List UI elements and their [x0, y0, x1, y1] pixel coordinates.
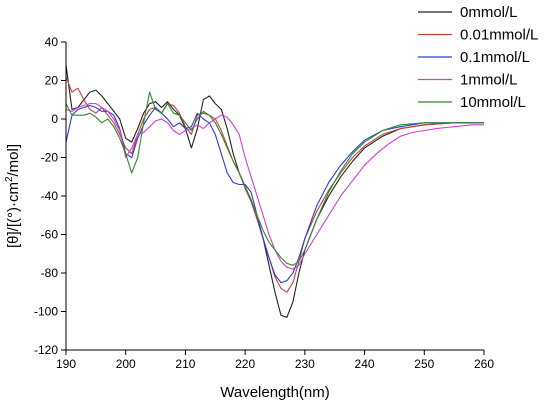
x-tick-label: 190 — [56, 357, 76, 371]
legend-label: 0.01mmol/L — [460, 27, 538, 44]
legend: 0mmol/L 0.01mmol/L 0.1mmol/L 1mmol/L 10mmol/… — [418, 4, 538, 111]
y-tick-label: -120 — [34, 343, 58, 357]
series-line-4 — [65, 91, 484, 266]
y-tick-label: -40 — [41, 189, 59, 203]
x-tick-label: 220 — [235, 357, 255, 371]
series-line-2 — [65, 104, 484, 284]
x-tick-label: 240 — [355, 357, 375, 371]
legend-label: 0.1mmol/L — [460, 49, 530, 66]
y-tick-label: 40 — [45, 35, 59, 49]
legend-label: 10mmol/L — [460, 94, 526, 111]
x-tick-label: 210 — [175, 357, 195, 371]
y-axis-title-tail: /mol] — [5, 144, 22, 177]
y-tick-label: -60 — [41, 228, 59, 242]
series-line-0 — [65, 65, 484, 318]
series-line-3 — [65, 103, 484, 270]
legend-label: 0mmol/L — [460, 4, 518, 21]
x-tick-label: 260 — [474, 357, 494, 371]
series-line-1 — [65, 76, 484, 293]
y-axis-title-superscript: 2 — [4, 176, 15, 182]
y-tick-label: 0 — [51, 112, 58, 126]
axes-layer — [65, 42, 484, 351]
y-tick-label: -100 — [34, 305, 58, 319]
y-axis-title-main: [θ]/[(°)·cm — [5, 182, 22, 248]
x-tick-label: 250 — [414, 357, 434, 371]
ticks-layer: 190 200 210 220 230 240 250 26040200-20-40-60-8… — [34, 35, 494, 371]
y-axis-title: [θ]/[(°)·cm2/mol] — [4, 144, 22, 248]
series-layer — [65, 65, 484, 318]
legend-label: 1mmol/L — [460, 72, 518, 89]
y-tick-label: 20 — [45, 74, 59, 88]
x-tick-label: 230 — [295, 357, 315, 371]
x-tick-label: 200 — [116, 357, 136, 371]
x-axis-title: Wavelength(nm) — [220, 384, 329, 401]
y-tick-label: -80 — [41, 266, 59, 280]
y-tick-label: -20 — [41, 151, 59, 165]
